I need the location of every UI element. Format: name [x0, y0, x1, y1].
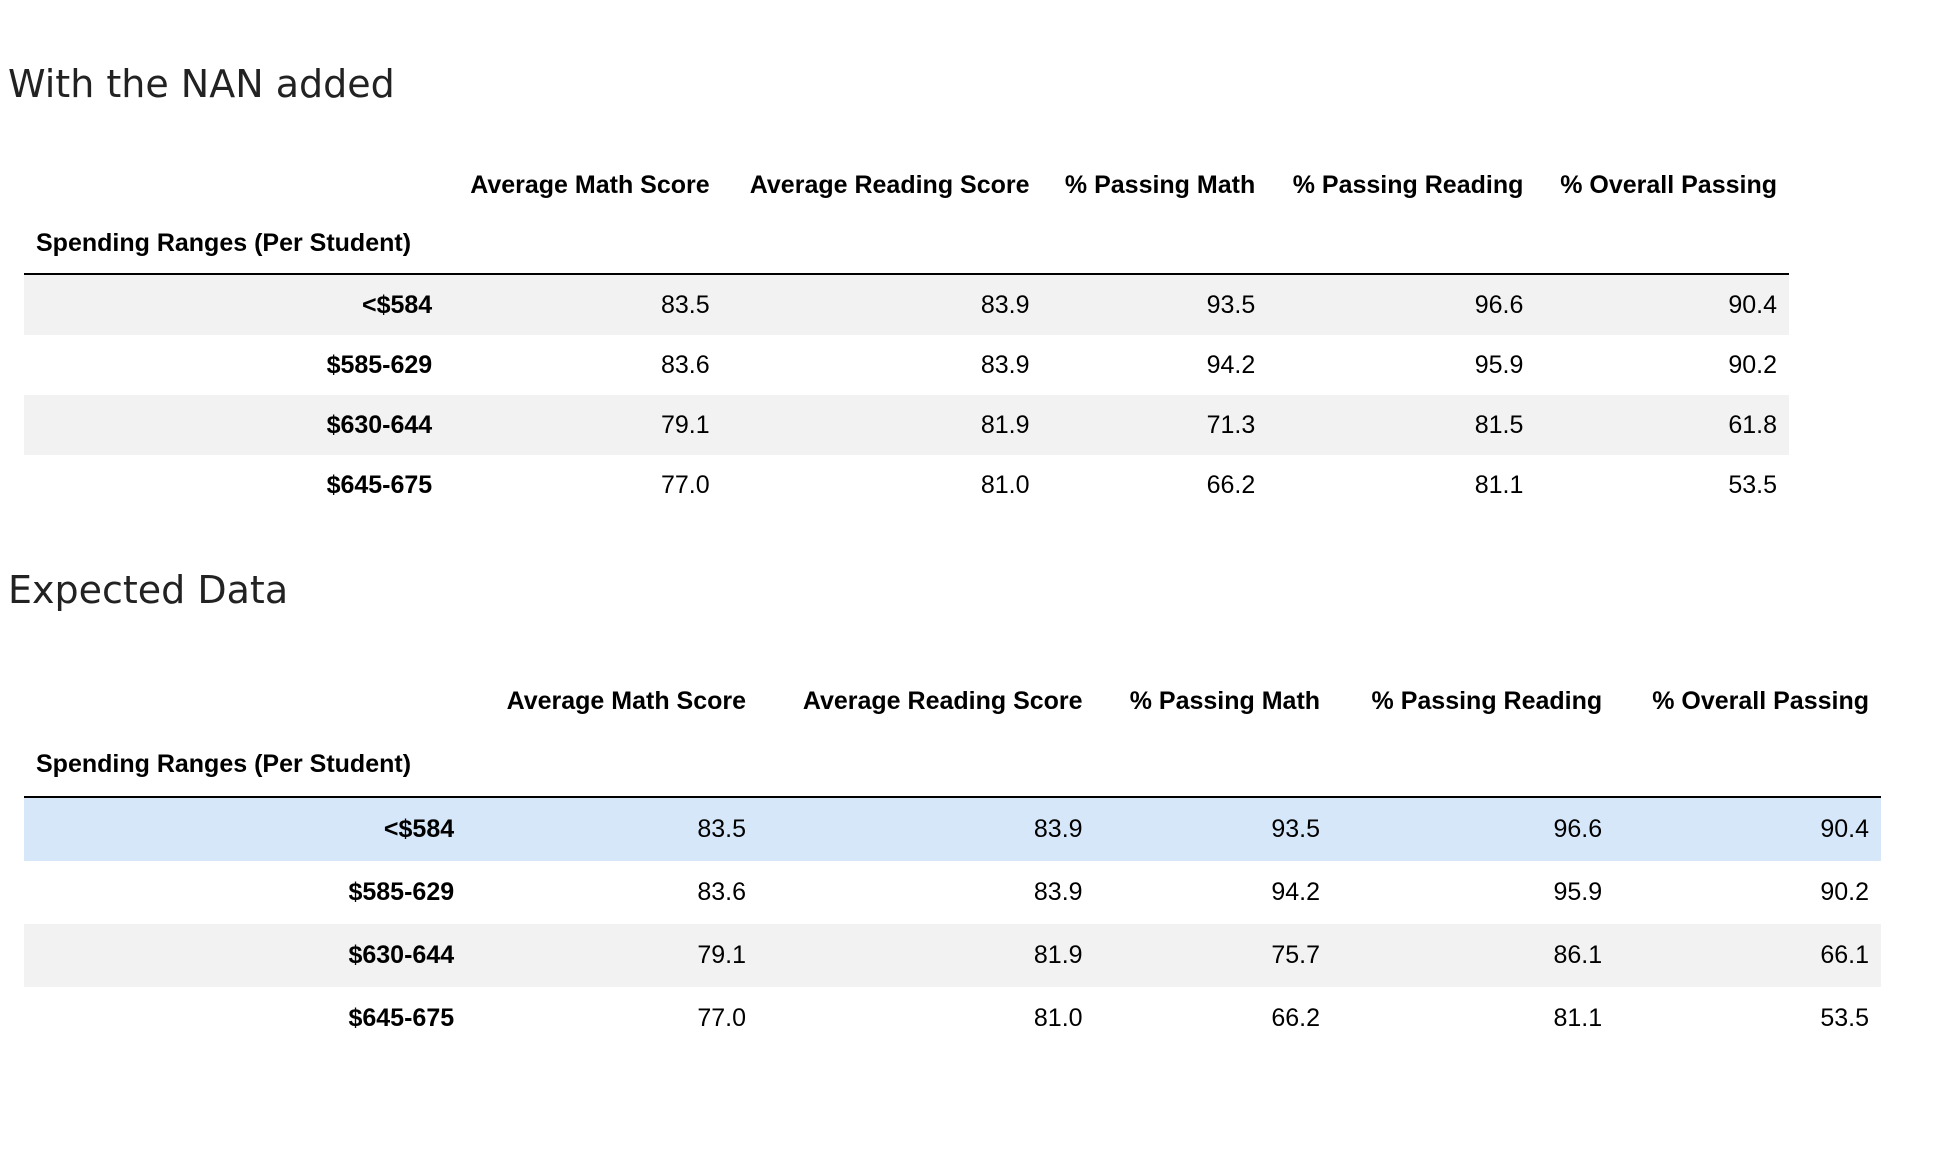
row-label: $645-675 [348, 1004, 455, 1032]
column-header: % Passing Reading [1371, 687, 1603, 715]
table-cell: 61.8 [1728, 410, 1777, 439]
table-cell: 79.1 [697, 941, 747, 969]
row-label: $585-629 [326, 350, 433, 379]
table-cell: 83.5 [697, 815, 747, 843]
table-cell: 96.6 [1553, 815, 1603, 843]
table-cell: 66.2 [1271, 1004, 1321, 1032]
table-row: $630-644 79.1 81.9 75.7 86.1 66.1 [24, 924, 1881, 987]
dataframe-table-with-nan: Average Math Score Average Reading Score… [24, 157, 1789, 515]
row-label: $630-644 [326, 410, 433, 439]
section-title-with-nan: With the NAN added [8, 62, 395, 106]
table-cell: 94.2 [1206, 350, 1256, 379]
table-cell: 83.9 [980, 350, 1030, 379]
table-cell: 79.1 [660, 410, 710, 439]
column-header: % Passing Reading [1292, 171, 1524, 199]
table-cell: 81.9 [1033, 941, 1083, 969]
column-header: Average Math Score [506, 687, 747, 715]
table-cell: 90.2 [1820, 878, 1869, 906]
table-row-hovered: <$584 83.5 83.9 93.5 96.6 90.4 [24, 797, 1881, 861]
corner-cell [24, 157, 444, 214]
table-cell: 95.9 [1474, 350, 1524, 379]
dataframe-table-expected: Average Math Score Average Reading Score… [24, 671, 1881, 1050]
column-header-row: Average Math Score Average Reading Score… [24, 157, 1789, 214]
table-cell: 53.5 [1820, 1004, 1869, 1032]
table-row: $645-675 77.0 81.0 66.2 81.1 53.5 [24, 987, 1881, 1050]
index-header-row: Spending Ranges (Per Student) [24, 214, 1789, 275]
table-cell: 95.9 [1553, 878, 1603, 906]
table-cell: 93.5 [1206, 290, 1256, 319]
column-header: Average Reading Score [749, 171, 1030, 199]
column-header: % Overall Passing [1560, 171, 1777, 199]
row-label: <$584 [362, 290, 433, 319]
table-cell: 66.2 [1206, 470, 1256, 499]
table-cell: 81.1 [1474, 470, 1524, 499]
row-label: $645-675 [326, 470, 433, 499]
table-cell: 77.0 [697, 1004, 747, 1032]
table-row: <$584 83.5 83.9 93.5 96.6 90.4 [24, 274, 1789, 335]
table-row: $630-644 79.1 81.9 71.3 81.5 61.8 [24, 395, 1789, 455]
table-cell: 83.6 [697, 878, 747, 906]
table-cell: 90.4 [1820, 815, 1869, 843]
table-cell: 83.6 [660, 350, 710, 379]
table-row: $645-675 77.0 81.0 66.2 81.1 53.5 [24, 455, 1789, 515]
table-row: $585-629 83.6 83.9 94.2 95.9 90.2 [24, 861, 1881, 924]
table-cell: 75.7 [1271, 941, 1321, 969]
column-header-row: Average Math Score Average Reading Score… [24, 671, 1881, 732]
row-label: <$584 [383, 815, 455, 843]
column-header: % Overall Passing [1652, 687, 1869, 715]
index-header-row: Spending Ranges (Per Student) [24, 732, 1881, 798]
index-name-header: Spending Ranges (Per Student) [24, 732, 467, 798]
table-cell: 81.9 [980, 410, 1030, 439]
column-header: % Passing Math [1064, 171, 1256, 199]
table-cell: 83.9 [1033, 878, 1083, 906]
table-cell: 81.5 [1474, 410, 1524, 439]
table-cell: 81.1 [1553, 1004, 1603, 1032]
table-cell: 81.0 [1033, 1004, 1083, 1032]
table-cell: 83.9 [1033, 815, 1083, 843]
table-cell: 66.1 [1820, 941, 1869, 969]
column-header: % Passing Math [1129, 687, 1321, 715]
table-cell: 81.0 [980, 470, 1030, 499]
column-header: Average Reading Score [802, 687, 1083, 715]
table-cell: 90.4 [1728, 290, 1777, 319]
table-row: $585-629 83.6 83.9 94.2 95.9 90.2 [24, 335, 1789, 395]
table-cell: 94.2 [1271, 878, 1321, 906]
table-cell: 86.1 [1553, 941, 1603, 969]
table-cell: 83.9 [980, 290, 1030, 319]
table-cell: 83.5 [660, 290, 710, 319]
row-label: $585-629 [348, 878, 455, 906]
table-cell: 53.5 [1728, 470, 1777, 499]
table-cell: 90.2 [1728, 350, 1777, 379]
section-title-expected-data: Expected Data [8, 568, 289, 612]
table-cell: 71.3 [1206, 410, 1256, 439]
table-cell: 96.6 [1474, 290, 1524, 319]
column-header: Average Math Score [470, 171, 710, 199]
table-cell: 77.0 [660, 470, 710, 499]
table-cell: 93.5 [1271, 815, 1321, 843]
corner-cell [24, 671, 466, 732]
row-label: $630-644 [348, 941, 455, 969]
index-name-header: Spending Ranges (Per Student) [24, 214, 445, 275]
